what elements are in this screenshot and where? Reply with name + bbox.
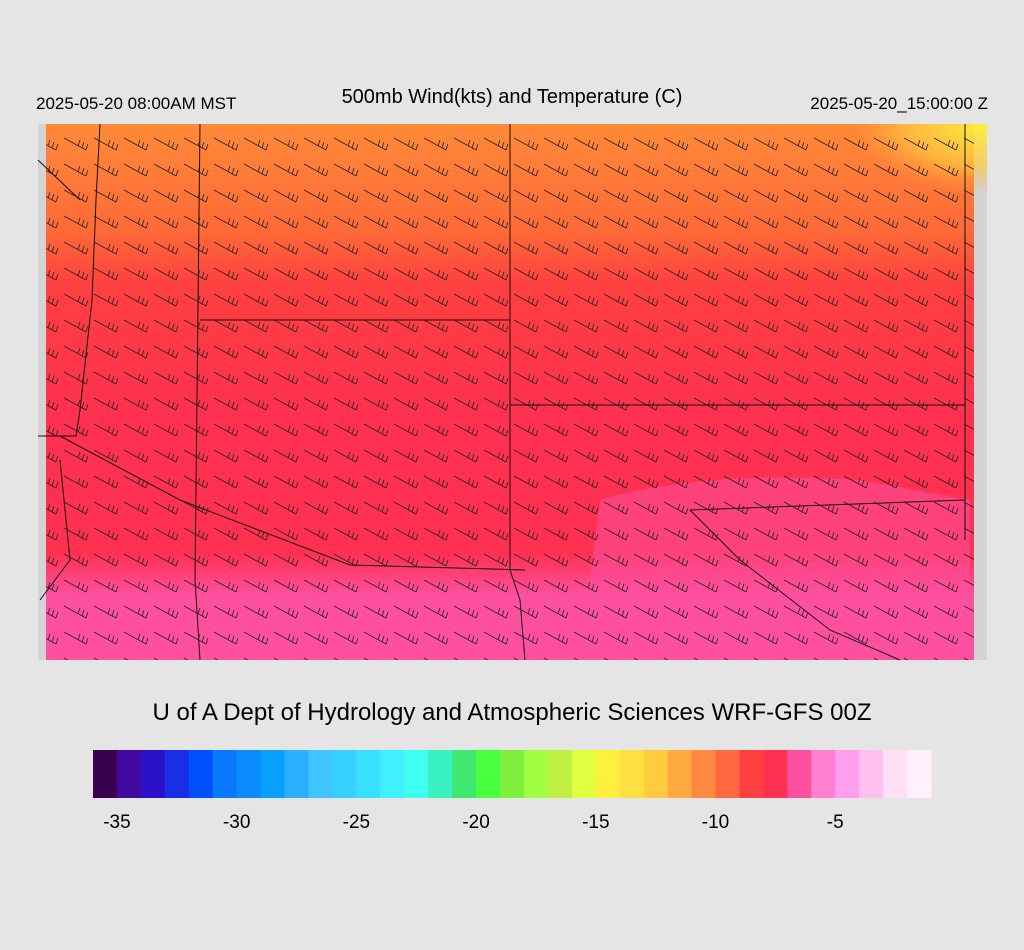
valid-time-local: 2025-05-20 08:00AM MST (36, 94, 236, 113)
color-swatch (787, 750, 812, 798)
map (37, 123, 987, 661)
color-swatch (763, 750, 788, 798)
credit: U of A Dept of Hydrology and Atmospheric… (153, 699, 872, 726)
color-swatch (643, 750, 669, 798)
color-swatch (93, 750, 118, 798)
color-swatch (715, 750, 740, 798)
map-title: 500mb Wind(kts) and Temperature (C) (342, 86, 683, 108)
color-swatch (284, 750, 309, 798)
boundaries (37, 123, 966, 661)
color-swatch (883, 750, 908, 798)
color-swatch (547, 750, 573, 798)
color-swatch (907, 750, 932, 798)
color-swatch (667, 750, 693, 798)
color-swatch (523, 750, 549, 798)
color-swatch (476, 750, 501, 798)
color-swatch (500, 750, 525, 798)
colorbar-tick-label: -10 (702, 812, 729, 833)
color-swatch (571, 750, 597, 798)
color-swatch (452, 750, 477, 798)
color-swatch (619, 750, 645, 798)
colorbar-tick-label: -20 (462, 812, 489, 833)
color-swatch (811, 750, 836, 798)
color-swatch (212, 750, 238, 798)
color-swatch (236, 750, 262, 798)
colorbar-tick-label: -25 (343, 812, 370, 833)
color-swatch (308, 750, 333, 798)
color-swatch (116, 750, 142, 798)
colorbar: -35 -30 -25 -20 -15 -10 -5 (93, 750, 932, 833)
color-swatch (332, 750, 357, 798)
color-swatch (691, 750, 717, 798)
color-swatch (260, 750, 286, 798)
color-swatch (739, 750, 764, 798)
color-swatch (164, 750, 190, 798)
colorbar-tick-label: -15 (582, 812, 609, 833)
colorbar-tick-label: -30 (223, 812, 250, 833)
color-swatch (859, 750, 884, 798)
colorbar-tick-label: -35 (103, 812, 130, 833)
color-swatch (595, 750, 621, 798)
colorbar-tick-label: -5 (827, 812, 844, 833)
color-swatch (835, 750, 860, 798)
color-swatch (428, 750, 453, 798)
color-swatch (380, 750, 405, 798)
color-swatch (188, 750, 214, 798)
color-swatch (404, 750, 429, 798)
color-swatch (356, 750, 381, 798)
valid-time-utc: 2025-05-20_15:00:00 Z (810, 94, 988, 113)
color-swatch (140, 750, 166, 798)
